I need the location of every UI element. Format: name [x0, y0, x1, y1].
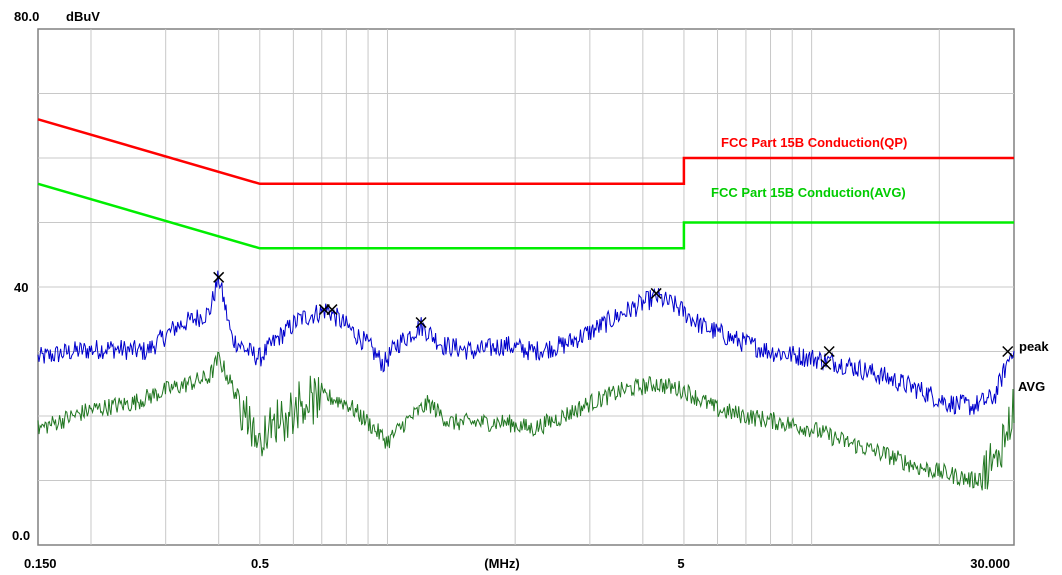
y-tick-label-40: 40 — [14, 280, 28, 295]
limit-label-qp: FCC Part 15B Conduction(QP) — [721, 135, 907, 150]
x-axis-label: (MHz) — [484, 556, 519, 571]
series-label-avg: AVG — [1018, 379, 1045, 394]
y-tick-label-80: 80.0 — [14, 9, 39, 24]
peak-marker — [820, 358, 832, 370]
limit-label-avg: FCC Part 15B Conduction(AVG) — [711, 185, 906, 200]
peak-marker — [415, 316, 427, 329]
y-axis-label: dBuV — [66, 9, 100, 24]
x-tick-label-30.000: 30.000 — [970, 556, 1010, 571]
x-tick-label-0.5: 0.5 — [251, 556, 269, 571]
peak-marker — [213, 271, 225, 283]
peak-marker — [326, 304, 338, 316]
peak-marker — [823, 345, 835, 358]
x-tick-label-5: 5 — [677, 556, 684, 571]
limit-line-qp — [37, 118, 1014, 186]
peak-markers — [213, 271, 1014, 370]
x-tick-label-0.150: 0.150 — [24, 556, 57, 571]
peak-marker — [650, 287, 662, 299]
series-line-avg — [37, 351, 1015, 491]
limit-lines — [37, 118, 1014, 250]
data-series — [37, 270, 1015, 491]
peak-marker — [1002, 345, 1014, 358]
y-tick-label-0: 0.0 — [12, 528, 30, 543]
series-label-peak: peak — [1019, 339, 1049, 354]
series-line-peak — [37, 270, 1015, 416]
limit-line-avg — [37, 182, 1014, 250]
